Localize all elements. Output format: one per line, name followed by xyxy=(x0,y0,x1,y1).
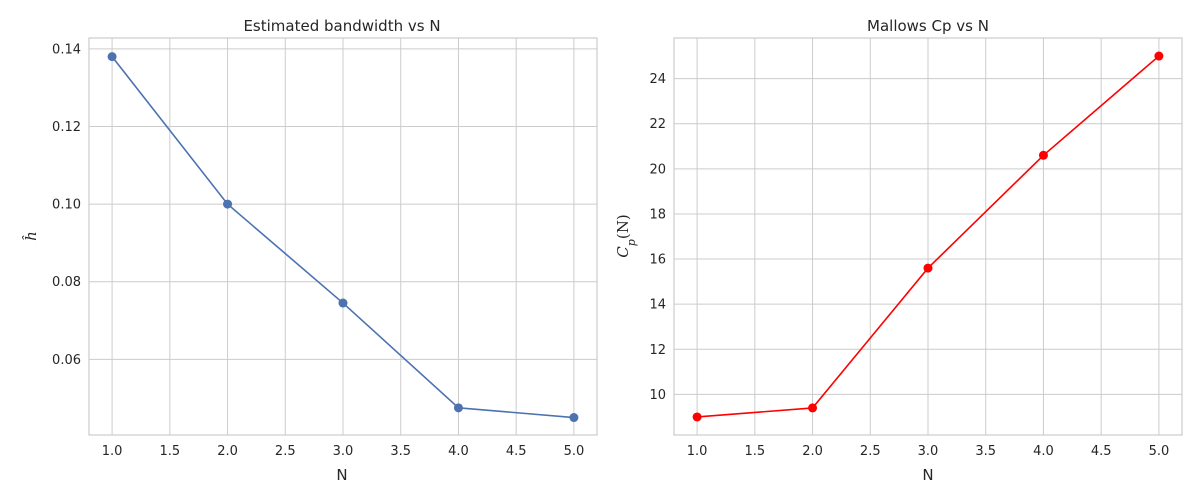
y-tick-label: 10 xyxy=(649,388,666,403)
x-tick-label: 3.5 xyxy=(975,444,996,459)
x-tick-label: 3.0 xyxy=(918,444,939,459)
y-tick-label: 24 xyxy=(649,72,666,87)
x-tick-label: 2.5 xyxy=(860,444,881,459)
data-point xyxy=(1038,150,1048,160)
x-axis-label: N xyxy=(922,466,933,484)
data-point xyxy=(223,199,233,209)
plot-frame xyxy=(673,37,1183,436)
x-tick-label: 4.0 xyxy=(1033,444,1054,459)
y-axis-label: Cp(N) xyxy=(614,214,638,257)
y-tick-label: 0.06 xyxy=(52,353,81,368)
x-tick-label: 1.0 xyxy=(687,444,708,459)
x-tick-label: 2.0 xyxy=(802,444,823,459)
data-point xyxy=(923,263,933,273)
y-tick-labels: 0.06 0.08 0.10 0.12 0.14 xyxy=(52,42,81,367)
grid xyxy=(89,38,597,435)
y-tick-label: 0.12 xyxy=(52,120,81,135)
data-point xyxy=(453,403,463,413)
data-point xyxy=(107,52,117,62)
x-tick-label: 4.5 xyxy=(506,444,527,459)
x-tick-label: 2.5 xyxy=(275,444,296,459)
x-tick-label: 5.0 xyxy=(564,444,585,459)
data-point xyxy=(692,412,702,422)
plot-frame xyxy=(88,37,598,436)
mallows-cp-chart: Mallows Cp vs N 1.0 1.5 2.0 2.5 3.0 3.5 4.0 4.5… xyxy=(614,17,1183,484)
data-point xyxy=(1154,51,1164,61)
x-tick-label: 4.0 xyxy=(448,444,469,459)
y-label-base: C xyxy=(614,246,632,258)
x-tick-label: 4.5 xyxy=(1091,444,1112,459)
data-point xyxy=(569,413,579,423)
x-tick-label: 3.0 xyxy=(333,444,354,459)
bandwidth-series xyxy=(107,52,579,423)
x-tick-label: 3.5 xyxy=(390,444,411,459)
chart-title: Mallows Cp vs N xyxy=(867,17,989,35)
y-tick-label: 22 xyxy=(649,117,666,132)
y-tick-label: 16 xyxy=(649,253,666,268)
y-tick-label: 18 xyxy=(649,207,666,222)
cp-series xyxy=(692,51,1164,422)
y-tick-label: 0.10 xyxy=(52,198,81,213)
grid xyxy=(674,38,1182,435)
y-tick-label: 12 xyxy=(649,343,666,358)
data-point xyxy=(808,403,818,413)
y-tick-label: 0.14 xyxy=(52,42,81,57)
y-tick-label: 14 xyxy=(649,298,666,313)
y-tick-label: 0.08 xyxy=(52,275,81,290)
x-tick-label: 1.5 xyxy=(159,444,180,459)
y-label-tail: (N) xyxy=(614,214,632,239)
x-axis-label: N xyxy=(336,466,347,484)
bandwidth-chart: Estimated bandwidth vs N 1.0 1.5 2.0 2.5 3.0… xyxy=(22,17,598,484)
y-tick-label: 20 xyxy=(649,162,666,177)
x-tick-labels: 1.0 1.5 2.0 2.5 3.0 3.5 4.0 4.5 5.0 xyxy=(102,444,585,459)
x-tick-label: 1.0 xyxy=(102,444,123,459)
data-point xyxy=(338,298,348,308)
y-label-sub: p xyxy=(625,239,638,246)
y-axis-label: ĥ xyxy=(22,231,40,241)
x-tick-label: 1.5 xyxy=(744,444,765,459)
x-tick-labels: 1.0 1.5 2.0 2.5 3.0 3.5 4.0 4.5 5.0 xyxy=(687,444,1170,459)
chart-title: Estimated bandwidth vs N xyxy=(243,17,440,35)
x-tick-label: 5.0 xyxy=(1149,444,1170,459)
y-tick-labels: 10 12 14 16 18 20 22 24 xyxy=(649,72,666,403)
x-tick-label: 2.0 xyxy=(217,444,238,459)
